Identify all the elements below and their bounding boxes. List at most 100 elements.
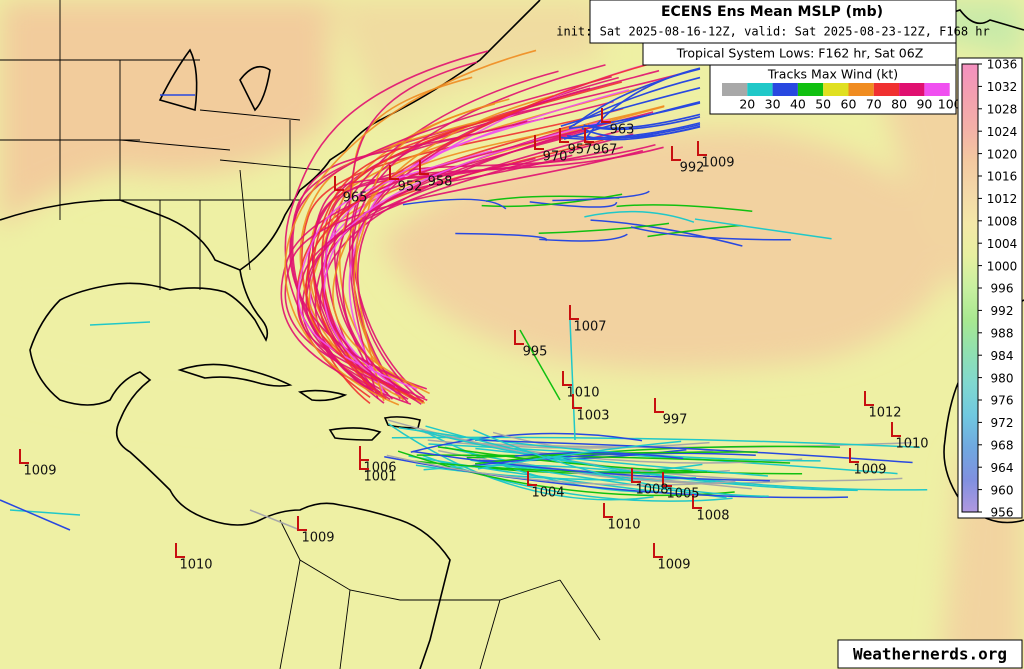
low-symbol <box>671 146 681 161</box>
track <box>473 429 769 498</box>
wind-tick-label: 70 <box>866 97 882 112</box>
colorbar-tick-label: 980 <box>991 371 1014 385</box>
track <box>566 122 701 139</box>
low-symbol <box>692 494 702 509</box>
colorbar-tick-label: 1012 <box>987 192 1018 206</box>
low-symbol <box>601 108 611 123</box>
low-symbol <box>359 455 369 470</box>
track <box>280 128 597 405</box>
track <box>475 447 768 477</box>
track <box>519 329 561 401</box>
low-pressure: 1009 <box>657 558 690 573</box>
track <box>572 68 701 127</box>
track <box>412 450 770 482</box>
track <box>694 218 832 240</box>
wind-color-swatch <box>873 83 900 96</box>
low-symbol <box>603 503 613 518</box>
track <box>386 454 736 486</box>
track <box>311 146 624 402</box>
wind-tick-label: 80 <box>891 97 907 112</box>
track <box>568 102 701 130</box>
low-symbol <box>534 135 544 150</box>
track <box>284 149 644 395</box>
wind-color-swatch <box>924 83 950 96</box>
colorbar-tick-label: 988 <box>991 327 1014 341</box>
track <box>539 233 628 242</box>
lows-caption: Tropical System Lows: F162 hr, Sat 06Z <box>676 46 924 61</box>
track <box>475 445 840 465</box>
low-pressure: 1005 <box>666 487 699 502</box>
title-box: ECENS Ens Mean MSLP (mb) init: Sat 2025-… <box>556 0 990 44</box>
track <box>357 154 573 403</box>
low-symbol <box>891 422 901 437</box>
state-borders <box>0 0 601 669</box>
wind-tick-label: 90 <box>916 97 932 112</box>
low-pressure: 963 <box>610 123 635 138</box>
colorbar-tick-label: 972 <box>991 416 1014 430</box>
low-pressure: 1008 <box>696 509 729 524</box>
wind-tick-label: 50 <box>815 97 831 112</box>
low-pressure: 1009 <box>23 464 56 479</box>
low-symbol <box>864 391 874 406</box>
low-symbol <box>662 472 672 487</box>
track <box>538 222 670 235</box>
colorbar-tick-label: 1028 <box>987 103 1018 117</box>
track <box>323 118 610 396</box>
track <box>437 446 803 475</box>
colorbar-tick-label: 996 <box>991 282 1014 296</box>
low-pressure: 965 <box>343 191 368 206</box>
wind-color-swatch <box>747 83 773 96</box>
track <box>9 509 81 516</box>
subtitle: init: Sat 2025-08-16-12Z, valid: Sat 202… <box>556 25 989 39</box>
low-pressure: 1010 <box>895 437 928 452</box>
wind-color-swatch <box>899 83 925 96</box>
low-pressure: 1009 <box>853 463 886 478</box>
wind-color-swatch <box>823 83 849 96</box>
low-symbol <box>653 543 663 558</box>
track <box>568 76 701 129</box>
low-symbol <box>559 128 569 143</box>
wind-legend-title: Tracks Max Wind (kt) <box>767 67 898 82</box>
track <box>351 64 606 404</box>
low-symbol <box>569 305 579 320</box>
low-pressure: 1001 <box>363 470 396 485</box>
track <box>475 439 913 464</box>
track <box>590 219 743 247</box>
low-pressure: 958 <box>428 175 453 190</box>
colorbar-tick-label: 1016 <box>987 170 1018 184</box>
low-pressure: 1008 <box>635 483 668 498</box>
low-symbol <box>389 165 399 180</box>
track <box>455 232 548 242</box>
colorbar-tick-label: 964 <box>991 461 1014 475</box>
low-symbol <box>334 176 344 191</box>
colorbar-tick-label: 1036 <box>987 58 1018 72</box>
low-symbol <box>849 448 859 463</box>
track <box>583 116 701 131</box>
low-pressure: 1010 <box>179 558 212 573</box>
low-pressure: 1003 <box>576 409 609 424</box>
credit-bg <box>837 639 1023 669</box>
track <box>408 455 683 496</box>
low-symbol <box>19 449 29 464</box>
track <box>529 201 618 208</box>
track <box>301 129 588 395</box>
pressure-colorbar: 956 960 964 968 972 976 980 984 988 992 996 1000 100… <box>957 57 1023 520</box>
track <box>402 198 507 210</box>
low-pressure: 1004 <box>531 486 564 501</box>
low-symbol <box>175 543 185 558</box>
wind-tick-label: 20 <box>739 97 755 112</box>
wind-legend: Tracks Max Wind (kt) 20 30 40 50 60 70 80 90 100 <box>709 64 962 115</box>
track <box>414 429 928 491</box>
wind-color-swatch <box>797 83 824 96</box>
low-pressure: 1007 <box>573 320 606 335</box>
track <box>563 101 701 140</box>
low-symbol <box>697 141 707 156</box>
track <box>398 426 821 462</box>
low-pressure: 995 <box>523 345 548 360</box>
track <box>284 49 537 406</box>
track <box>284 50 489 389</box>
wind-tick-label: 30 <box>765 97 781 112</box>
ensemble-tracks <box>0 49 928 531</box>
